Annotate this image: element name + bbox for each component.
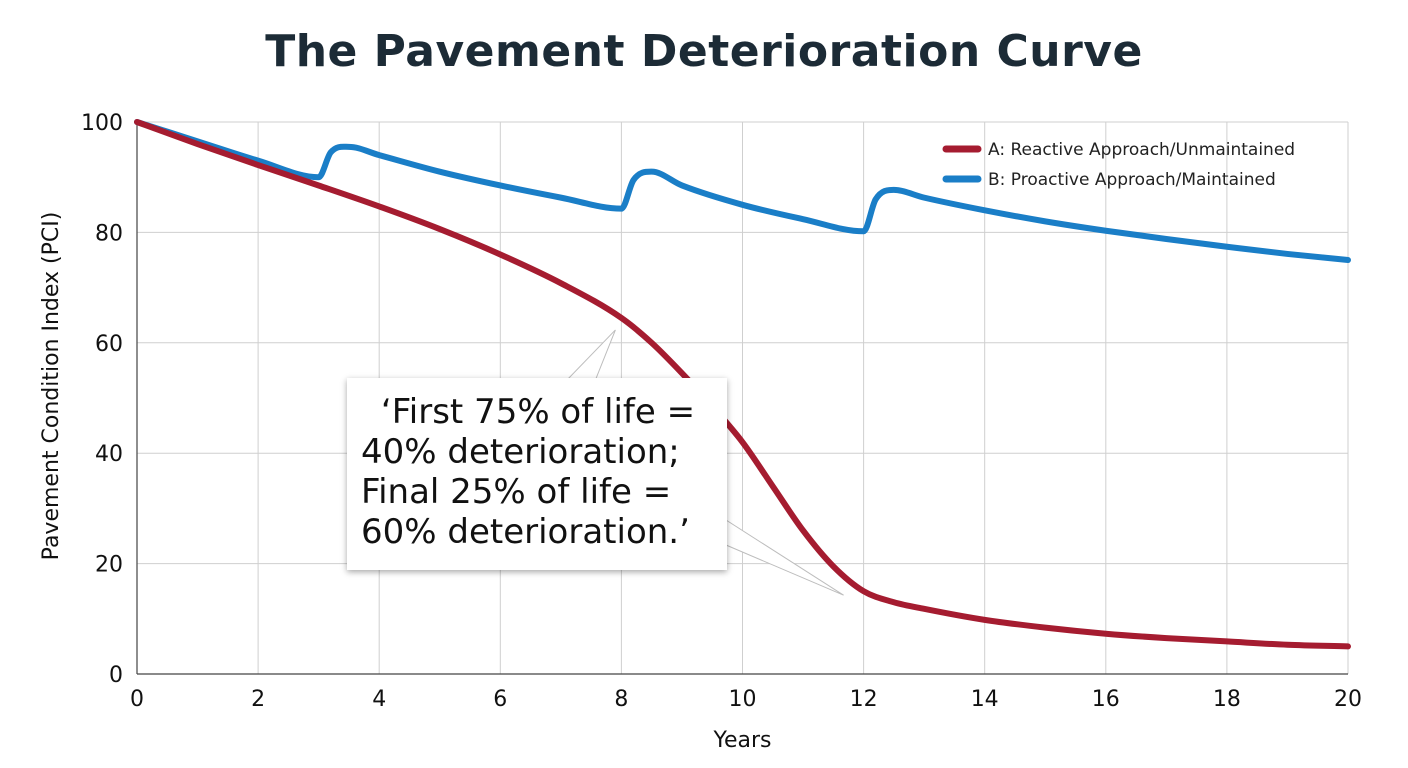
y-axis-label: Pavement Condition Index (PCI) bbox=[39, 212, 64, 561]
x-tick-label: 6 bbox=[493, 687, 507, 712]
y-tick-label: 0 bbox=[109, 663, 123, 688]
x-axis-label: Years bbox=[712, 728, 771, 753]
chart-title: The Pavement Deterioration Curve bbox=[265, 26, 1143, 77]
series-line-reactive bbox=[134, 119, 1351, 650]
x-tick-label: 20 bbox=[1334, 687, 1362, 712]
legend-label: A: Reactive Approach/Unmaintained bbox=[988, 140, 1295, 160]
grid-lines bbox=[136, 121, 1349, 675]
y-tick-label: 40 bbox=[95, 442, 123, 467]
y-tick-label: 100 bbox=[81, 111, 123, 136]
annotation-line: 40% deterioration; bbox=[361, 432, 680, 472]
x-tick-labels: 0 2 4 6 8 10 12 14 16 18 20 bbox=[130, 687, 1362, 712]
y-tick-label: 60 bbox=[95, 332, 123, 357]
annotation-callout: ‘First 75% of life = 40% deterioration; … bbox=[347, 378, 727, 570]
x-tick-label: 2 bbox=[251, 687, 265, 712]
legend-label: B: Proactive Approach/Maintained bbox=[988, 170, 1276, 190]
y-tick-label: 80 bbox=[95, 221, 123, 246]
series-line-proactive bbox=[134, 119, 1351, 263]
legend: A: Reactive Approach/Unmaintained B: Proa… bbox=[942, 140, 1295, 190]
x-tick-label: 14 bbox=[971, 687, 999, 712]
x-tick-label: 4 bbox=[372, 687, 386, 712]
annotation-line: ‘First 75% of life = bbox=[380, 392, 696, 432]
x-tick-label: 16 bbox=[1092, 687, 1120, 712]
x-tick-label: 8 bbox=[614, 687, 628, 712]
x-tick-label: 0 bbox=[130, 687, 144, 712]
series-layer bbox=[134, 119, 1351, 650]
y-tick-labels: 0 20 40 60 80 100 bbox=[81, 111, 123, 688]
annotation-line: 60% deterioration.’ bbox=[361, 512, 690, 552]
callout-tail-upper bbox=[564, 329, 616, 382]
x-tick-label: 10 bbox=[729, 687, 757, 712]
annotation-line: Final 25% of life = bbox=[361, 472, 672, 512]
x-tick-label: 18 bbox=[1213, 687, 1241, 712]
y-tick-label: 20 bbox=[95, 553, 123, 578]
x-tick-label: 12 bbox=[850, 687, 878, 712]
